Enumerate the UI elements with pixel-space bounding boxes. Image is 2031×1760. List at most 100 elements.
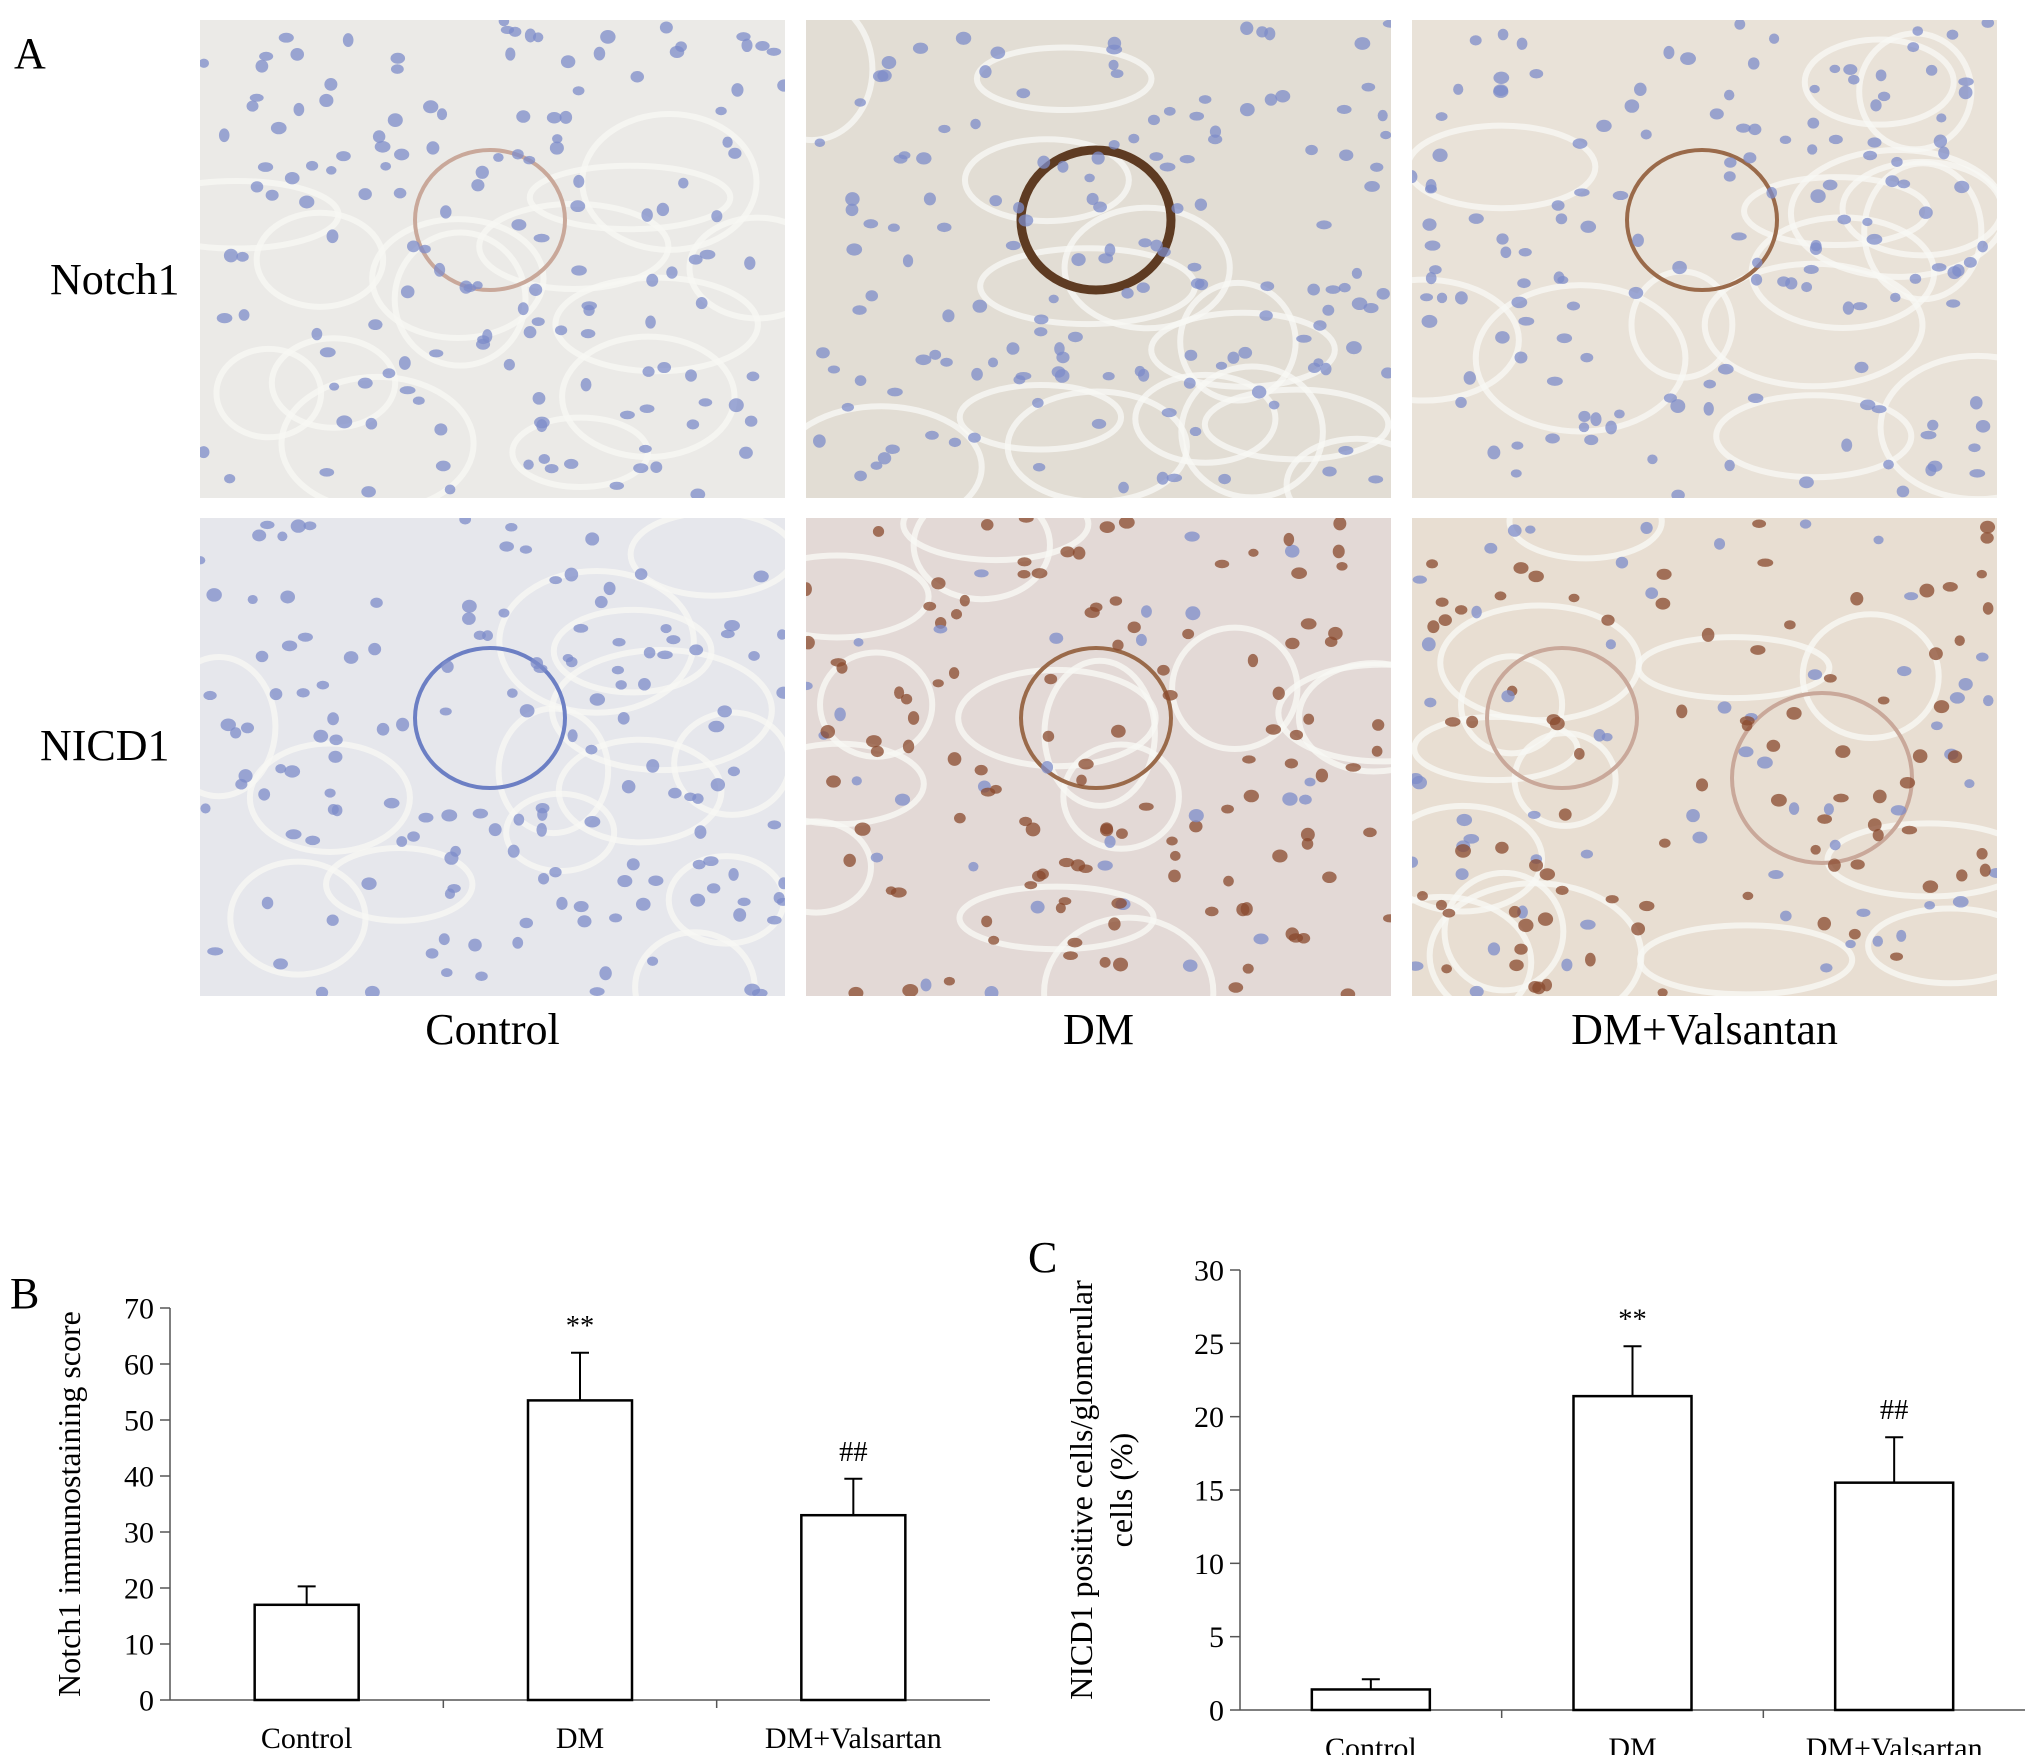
cell-nucleus bbox=[893, 154, 908, 164]
cell-nucleus bbox=[933, 624, 948, 634]
cell-nucleus bbox=[1933, 700, 1950, 714]
cell-nucleus bbox=[1412, 961, 1424, 971]
tissue-background bbox=[200, 518, 785, 996]
cell-nucleus bbox=[390, 64, 404, 74]
cell-nucleus bbox=[609, 913, 623, 923]
cell-nucleus bbox=[1184, 349, 1198, 361]
cell-nucleus bbox=[1336, 104, 1352, 114]
cell-nucleus bbox=[1032, 397, 1044, 408]
cell-nucleus bbox=[1215, 361, 1228, 370]
cell-nucleus bbox=[316, 680, 330, 690]
cell-nucleus bbox=[1779, 135, 1792, 145]
cell-nucleus bbox=[1435, 597, 1449, 607]
cell-nucleus bbox=[498, 608, 510, 618]
cell-nucleus bbox=[376, 722, 390, 736]
tubule-outline bbox=[627, 518, 785, 599]
cell-nucleus bbox=[1128, 133, 1140, 144]
cell-nucleus bbox=[324, 77, 338, 91]
cell-nucleus bbox=[744, 983, 761, 996]
cell-nucleus bbox=[471, 179, 485, 192]
micrograph-notch1-dm bbox=[806, 20, 1391, 498]
cell-nucleus bbox=[1584, 434, 1599, 446]
cell-nucleus bbox=[1427, 620, 1440, 634]
cell-nucleus bbox=[436, 108, 448, 121]
cell-nucleus bbox=[1041, 760, 1054, 774]
cell-nucleus bbox=[1067, 937, 1083, 948]
cell-nucleus bbox=[1190, 278, 1205, 289]
cell-nucleus bbox=[418, 812, 434, 823]
cell-nucleus bbox=[870, 852, 884, 863]
cell-nucleus bbox=[863, 219, 879, 229]
tubule-outline bbox=[1061, 204, 1233, 332]
cell-nucleus bbox=[820, 724, 836, 739]
cell-nucleus bbox=[744, 256, 756, 270]
cell-nucleus bbox=[1870, 99, 1882, 112]
y-tick-label: 50 bbox=[124, 1405, 154, 1438]
cell-nucleus bbox=[1877, 696, 1890, 705]
tubule-outline bbox=[1426, 880, 1645, 996]
cell-nucleus bbox=[942, 309, 955, 323]
cell-nucleus bbox=[1469, 985, 1484, 996]
tubule-outline bbox=[806, 552, 932, 641]
tubule-outline bbox=[559, 333, 738, 461]
micrograph-notch1-valsartan bbox=[1412, 20, 1997, 498]
cell-nucleus bbox=[326, 229, 339, 244]
cell-nucleus bbox=[843, 853, 856, 867]
cell-nucleus bbox=[524, 28, 537, 43]
cell-nucleus bbox=[1883, 459, 1894, 470]
cell-nucleus bbox=[1810, 844, 1821, 855]
cell-nucleus bbox=[1516, 37, 1528, 50]
cell-nucleus bbox=[1918, 206, 1933, 219]
cell-nucleus bbox=[407, 831, 420, 842]
cell-nucleus bbox=[1922, 880, 1939, 893]
cell-nucleus bbox=[571, 265, 587, 276]
cell-nucleus bbox=[1518, 316, 1535, 326]
cell-nucleus bbox=[938, 124, 951, 134]
cell-nucleus bbox=[954, 812, 966, 824]
cell-nucleus bbox=[1507, 524, 1522, 537]
cell-nucleus bbox=[641, 208, 653, 222]
cell-nucleus bbox=[990, 46, 1006, 59]
cell-nucleus bbox=[1982, 602, 1994, 615]
cell-nucleus bbox=[923, 601, 937, 611]
cell-nucleus bbox=[1890, 292, 1901, 303]
micrograph-nicd1-dm bbox=[806, 518, 1391, 996]
cell-nucleus bbox=[398, 356, 411, 370]
cell-nucleus bbox=[1723, 171, 1736, 182]
cell-nucleus bbox=[1086, 192, 1099, 206]
cell-nucleus bbox=[1157, 664, 1170, 676]
significance-marker: ** bbox=[566, 1311, 595, 1342]
cell-nucleus bbox=[396, 717, 410, 732]
cell-nucleus bbox=[1239, 102, 1255, 117]
cell-nucleus bbox=[1182, 959, 1198, 972]
cell-nucleus bbox=[854, 375, 867, 387]
cell-nucleus bbox=[1546, 376, 1563, 386]
cell-nucleus bbox=[230, 727, 242, 739]
tubule-outline bbox=[1132, 371, 1279, 466]
cell-nucleus bbox=[1214, 559, 1230, 569]
cell-nucleus bbox=[1296, 334, 1312, 343]
cell-nucleus bbox=[1799, 519, 1812, 529]
cell-nucleus bbox=[1975, 420, 1991, 433]
cell-nucleus bbox=[315, 986, 329, 996]
cell-nucleus bbox=[1952, 896, 1969, 908]
x-tick-label: DM bbox=[556, 1722, 604, 1755]
cell-nucleus bbox=[1936, 113, 1947, 123]
cell-nucleus bbox=[885, 444, 900, 455]
cell-nucleus bbox=[1640, 521, 1653, 535]
cell-nucleus bbox=[1194, 198, 1208, 211]
cell-nucleus bbox=[1624, 99, 1640, 113]
glomerulus bbox=[1019, 646, 1173, 790]
cell-nucleus bbox=[948, 667, 960, 679]
cell-nucleus bbox=[1877, 91, 1891, 102]
cell-nucleus bbox=[285, 829, 302, 840]
cell-nucleus bbox=[611, 665, 624, 675]
cell-nucleus bbox=[870, 461, 883, 470]
cell-nucleus bbox=[929, 349, 942, 360]
cell-nucleus bbox=[327, 804, 339, 815]
cell-nucleus bbox=[1412, 773, 1423, 785]
y-tick-label: 25 bbox=[1194, 1328, 1224, 1361]
cell-nucleus bbox=[1929, 647, 1943, 661]
cell-nucleus bbox=[688, 254, 703, 265]
cell-nucleus bbox=[834, 707, 846, 722]
